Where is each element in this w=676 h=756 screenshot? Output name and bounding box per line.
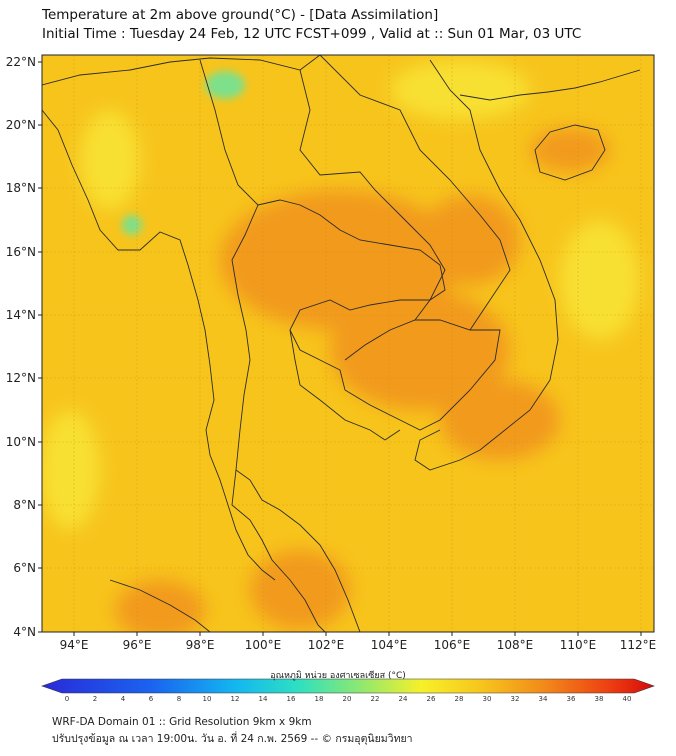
- lon-label: 98°E: [186, 638, 215, 652]
- lat-label: 20°N: [6, 118, 36, 132]
- lon-label: 106°E: [434, 638, 471, 652]
- lat-label: 10°N: [6, 435, 36, 449]
- colorbar-tick-label: 40: [623, 695, 632, 703]
- warm-region: [115, 580, 205, 632]
- colorbar-tick-label: 2: [93, 695, 97, 703]
- map-title: Temperature at 2m above ground(°C) - [Da…: [42, 7, 439, 23]
- colorbar-tick-label: 20: [343, 695, 352, 703]
- gridlines: [42, 55, 654, 632]
- colorbar: 0 2 4 6 8 10 12 14 16 18 20 22 24 26 28 30 32 34 36 38 40: [41, 678, 655, 703]
- lat-label: 18°N: [6, 181, 36, 195]
- colorbar-tick-label: 12: [231, 695, 240, 703]
- malay-peninsula-east: [235, 469, 361, 632]
- cool-region: [80, 110, 140, 210]
- warm-region: [250, 550, 350, 630]
- latitude-labels: 22°N 20°N 18°N 16°N 14°N 12°N 10°N 8°N 6…: [6, 55, 36, 639]
- lat-label: 16°N: [6, 245, 36, 259]
- country-borders: [42, 55, 641, 632]
- axis-ticks: [38, 61, 642, 636]
- cool-region: [560, 220, 640, 340]
- lat-label: 22°N: [6, 55, 36, 69]
- malay-peninsula: [231, 504, 326, 632]
- colorbar-tick-label: 4: [121, 695, 126, 703]
- colorbar-tick-label: 28: [455, 695, 464, 703]
- colorbar-tick-label: 6: [149, 695, 154, 703]
- lat-label: 8°N: [13, 498, 36, 512]
- lon-label: 108°E: [497, 638, 534, 652]
- laos-border: [299, 69, 446, 321]
- lon-label: 100°E: [245, 638, 282, 652]
- lat-label: 12°N: [6, 371, 36, 385]
- colorbar-tick-label: 24: [399, 695, 408, 703]
- lat-label: 14°N: [6, 308, 36, 322]
- colorbar-tick-label: 10: [203, 695, 212, 703]
- cambodia-border: [344, 319, 501, 431]
- sumatra-coastline: [109, 579, 211, 632]
- colorbar-tick-label: 32: [511, 695, 520, 703]
- thailand-border: [257, 199, 446, 391]
- lon-label: 96°E: [123, 638, 152, 652]
- warm-region: [530, 128, 610, 172]
- colorbar-tick-label: 8: [177, 695, 181, 703]
- colorbar-tick-label: 22: [371, 695, 380, 703]
- green-region: [205, 71, 245, 99]
- warm-region: [420, 195, 520, 285]
- lon-label: 104°E: [371, 638, 408, 652]
- map-frame: [41, 54, 655, 633]
- tonkin-coastline: [459, 69, 641, 101]
- colorbar-tick-label: 0: [65, 695, 69, 703]
- lon-label: 112°E: [620, 638, 657, 652]
- laos-vietnam-border: [319, 55, 511, 331]
- colorbar-tick-label: 38: [595, 695, 604, 703]
- warm-region: [330, 290, 510, 410]
- colorbar-tick-label: 18: [315, 695, 324, 703]
- colorbar-tick-label: 26: [427, 695, 436, 703]
- longitude-labels: 94°E 96°E 98°E 100°E 102°E 104°E 106°E 1…: [60, 638, 657, 652]
- hainan-island: [534, 124, 606, 181]
- colorbar-tick-label: 34: [539, 695, 548, 703]
- lat-label: 6°N: [13, 561, 36, 575]
- gulf-coastline: [289, 329, 401, 441]
- vietnam-coastline: [414, 59, 559, 471]
- cool-region: [42, 410, 100, 530]
- colorbar-tick-label: 16: [287, 695, 296, 703]
- lon-label: 94°E: [60, 638, 89, 652]
- lon-label: 110°E: [560, 638, 597, 652]
- footer-grid-info: WRF-DA Domain 01 :: Grid Resolution 9km …: [52, 716, 312, 728]
- colorbar-bar: [41, 678, 655, 694]
- cool-region: [390, 60, 530, 120]
- colorbar-title: อุณหภูมิ หน่วย องศาเซลเซียส (°C): [270, 671, 406, 681]
- colorbar-ticks: 0 2 4 6 8 10 12 14 16 18 20 22 24 26 28 30 32 34 36 38 40: [65, 695, 632, 703]
- lon-label: 102°E: [308, 638, 345, 652]
- colorbar-tick-label: 30: [483, 695, 492, 703]
- map-subtitle: Initial Time : Tuesday 24 Feb, 12 UTC FC…: [42, 26, 582, 42]
- footer-update-info: ปรับปรุงข้อมูล ณ เวลา 19:00น. วัน อ. ที่…: [52, 733, 413, 745]
- lat-label: 4°N: [13, 625, 36, 639]
- green-region: [122, 215, 142, 235]
- temperature-field: [42, 55, 654, 632]
- myanmar-coastline: [42, 109, 276, 581]
- warm-region: [440, 380, 560, 460]
- colorbar-tick-label: 36: [567, 695, 576, 703]
- myanmar-thailand-border: [199, 59, 259, 506]
- colorbar-tick-label: 14: [259, 695, 268, 703]
- china-border: [42, 55, 321, 86]
